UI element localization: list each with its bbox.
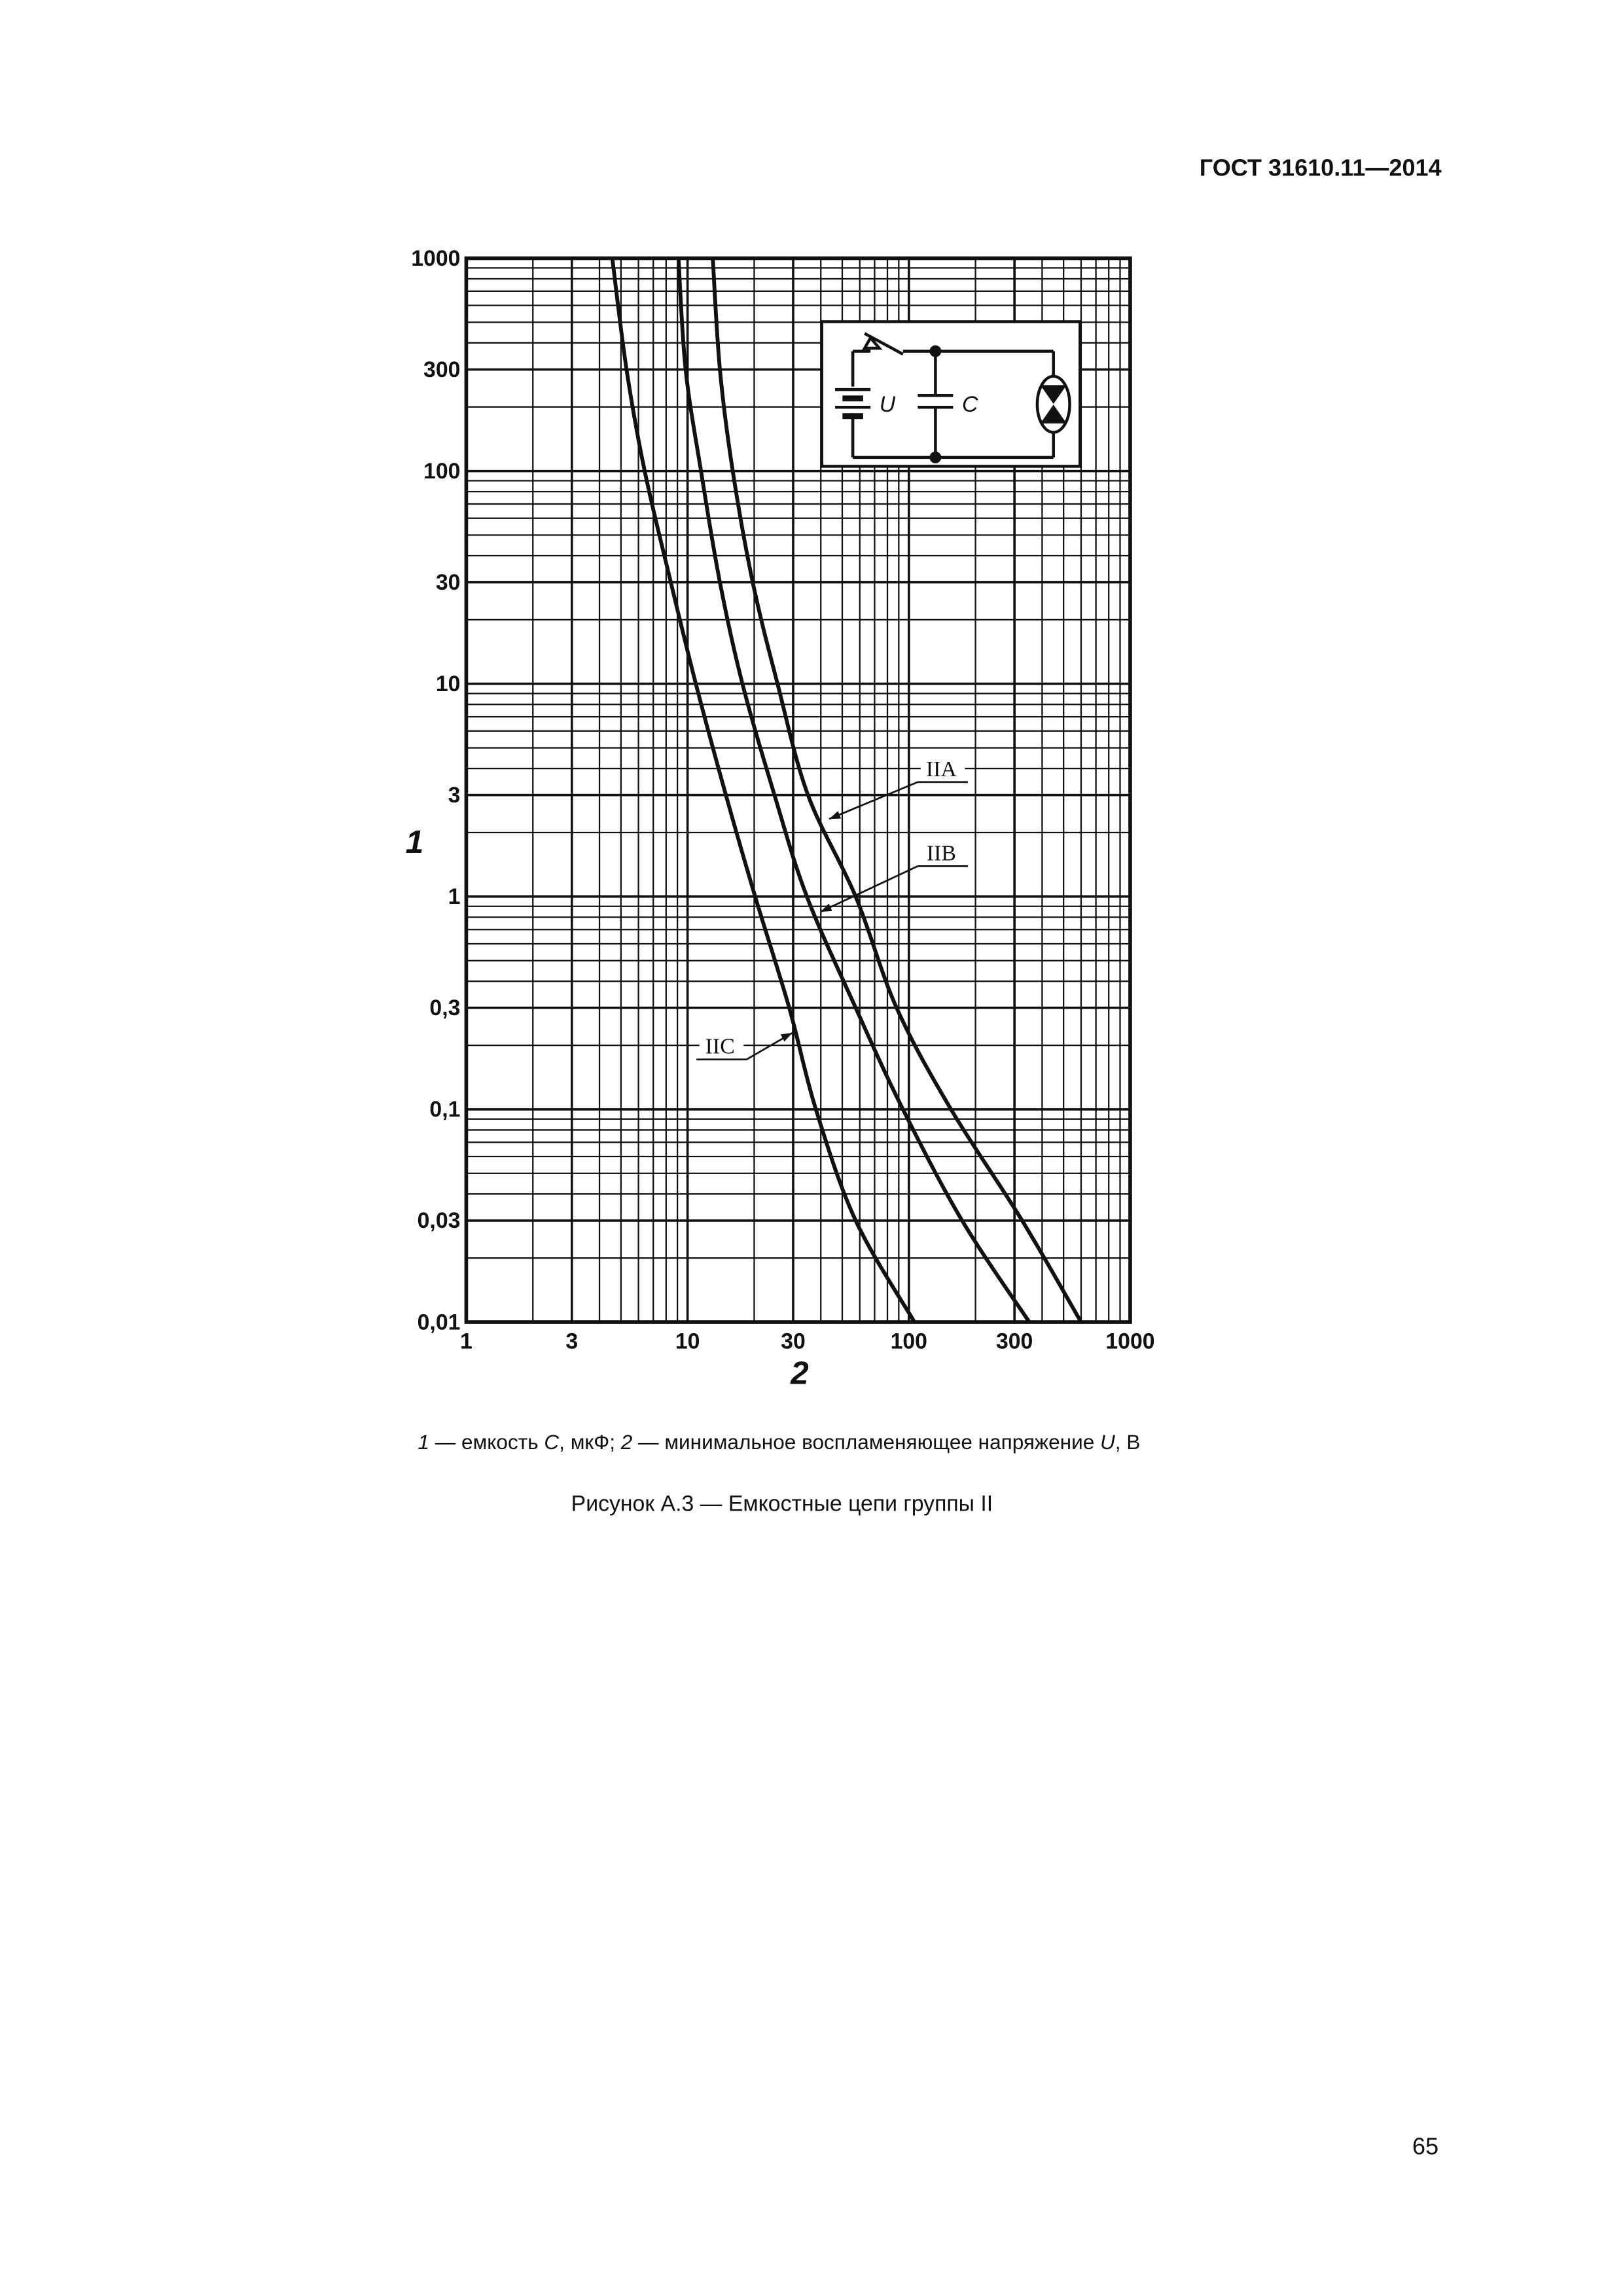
y-tick-label: 1000 — [411, 246, 460, 271]
plot-frame — [464, 256, 1132, 1324]
y-tick-label: 0,1 — [429, 1097, 460, 1122]
note-part: , В — [1115, 1430, 1141, 1454]
label-bg — [920, 836, 965, 868]
node — [929, 451, 942, 463]
inset-label: U — [880, 392, 896, 417]
x-tick-label: 300 — [996, 1329, 1033, 1354]
note-part: — минимальное воспламеняющее напряжение — [632, 1430, 1100, 1454]
chart: 1 3 10 30 100 300 10000,010,030,10,31310301003… — [406, 246, 1155, 1391]
label-leader — [829, 781, 918, 820]
note-part: 2 — [620, 1430, 633, 1454]
x-tick-label: 3 — [565, 1329, 578, 1354]
node — [929, 345, 942, 357]
curve — [610, 258, 916, 1323]
x-tick-label: 1 — [460, 1329, 473, 1354]
y-tick-label: 0,03 — [418, 1208, 461, 1233]
y-tick-label: 10 — [436, 672, 461, 696]
label-arrow — [829, 811, 842, 819]
switch-contact — [862, 335, 883, 350]
device-diode — [1040, 385, 1067, 404]
curve — [676, 258, 1031, 1323]
note-part: — емкость — [429, 1430, 544, 1454]
x-tick-label: 100 — [891, 1329, 927, 1354]
y-tick-label: 0,3 — [429, 996, 460, 1020]
series-label: IIB — [927, 841, 956, 865]
y-tick-label: 300 — [423, 357, 460, 382]
series-label: IIA — [926, 757, 957, 781]
y-tick-label: 100 — [423, 459, 460, 484]
note-part: 1 — [418, 1430, 429, 1454]
y-tick-label: 1 — [448, 884, 461, 909]
x-tick-label: 1000 — [1105, 1329, 1154, 1354]
label-leader — [819, 865, 918, 913]
header-title: ГОСТ 31610.11—2014 — [1200, 154, 1442, 181]
curve — [711, 258, 1083, 1323]
note-part: C — [544, 1430, 559, 1454]
x-tick-label: 30 — [781, 1329, 806, 1354]
series-label: IIC — [705, 1035, 735, 1059]
y-tick-label: 3 — [448, 783, 461, 808]
figure-caption: Рисунок А.3 — Емкостные цепи группы II — [571, 1492, 993, 1516]
page-number: 65 — [1412, 2133, 1438, 2160]
note-part: U — [1100, 1430, 1115, 1454]
label-bg — [920, 752, 965, 784]
figure-note: 1 — емкость C, мкФ; 2 — минимальное восп… — [418, 1430, 1140, 1454]
x-tick-label: 10 — [675, 1329, 700, 1354]
label-arrow — [780, 1033, 793, 1042]
x-axis-label: 2 — [790, 1355, 809, 1391]
label-bg — [699, 1030, 744, 1061]
note-part: , мкФ; — [559, 1430, 621, 1454]
inset-label: C — [962, 392, 978, 417]
label-arrow — [820, 903, 832, 912]
circuit-inset: U C — [820, 320, 1082, 468]
device — [1035, 374, 1071, 434]
y-axis-label: 1 — [406, 823, 424, 860]
y-tick-label: 30 — [436, 570, 461, 595]
device-diode — [1040, 404, 1067, 424]
y-tick-label: 0,01 — [418, 1310, 461, 1335]
